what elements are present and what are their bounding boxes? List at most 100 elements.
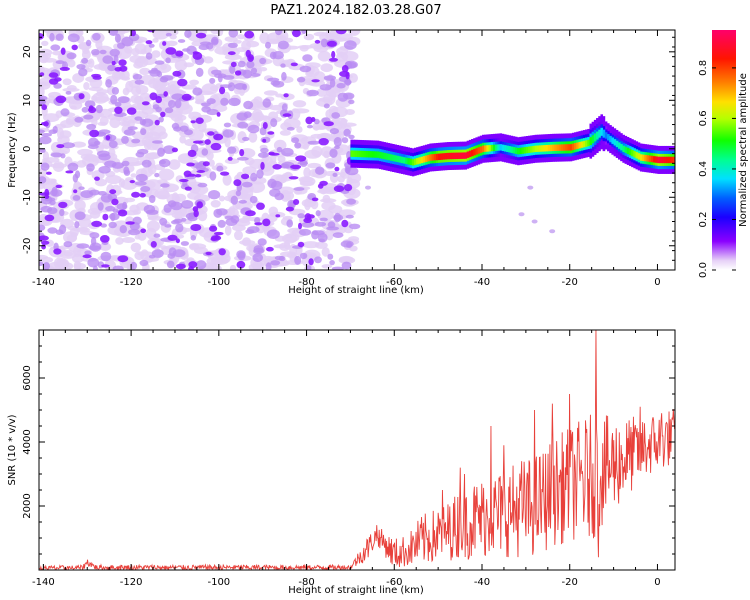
- noise-blob-mid: [80, 190, 94, 199]
- noise-blob-mid: [127, 126, 138, 131]
- noise-blob-mid: [81, 57, 89, 64]
- ridge-core-segment: [497, 144, 500, 151]
- ridge-core-segment: [536, 145, 540, 152]
- noise-speck: [518, 212, 525, 217]
- noise-blob-mid: [121, 160, 130, 167]
- ridge-core-segment: [628, 148, 632, 156]
- noise-blob-faint: [242, 166, 257, 175]
- noise-blob-strong: [109, 189, 117, 195]
- noise-blob-mid: [228, 30, 239, 38]
- noise-blob-faint: [99, 242, 112, 251]
- y-tick-label: 2000: [22, 493, 33, 518]
- noise-blob-strong: [114, 67, 122, 72]
- noise-blob-faint: [234, 230, 243, 241]
- noise-blob-mid: [63, 241, 73, 248]
- colorbar-tick-label: 0.0: [698, 262, 709, 278]
- noise-blob-faint: [346, 177, 353, 186]
- noise-blob-mid: [132, 73, 143, 80]
- noise-blob-strong: [305, 116, 313, 125]
- noise-blob-mid: [97, 202, 104, 211]
- noise-blob-faint: [321, 247, 330, 257]
- noise-blob-mid: [313, 118, 320, 125]
- noise-blob-mid: [92, 265, 98, 270]
- noise-blob-mid: [91, 49, 100, 56]
- noise-blob-faint: [130, 242, 142, 253]
- noise-blob-faint: [222, 173, 232, 186]
- ridge-core-segment: [418, 157, 421, 164]
- noise-blob-strong: [335, 30, 347, 35]
- noise-blob-mid: [74, 170, 81, 179]
- ridge-core-segment: [389, 154, 393, 161]
- noise-blob-strong: [41, 243, 46, 250]
- noise-blob-faint: [139, 56, 157, 66]
- noise-blob-mid: [227, 42, 238, 48]
- noise-blob-mid: [345, 214, 354, 219]
- noise-blob-faint: [43, 113, 60, 123]
- noise-blob-strong: [167, 234, 178, 241]
- noise-blob-faint: [237, 34, 245, 40]
- noise-blob-mid: [227, 146, 237, 154]
- ridge-core-segment: [442, 153, 446, 160]
- ridge-core-segment: [549, 144, 553, 152]
- noise-blob-mid: [76, 63, 86, 70]
- noise-blob-faint: [130, 173, 137, 178]
- ridge-core-segment: [396, 155, 400, 163]
- noise-blob-mid: [154, 60, 165, 65]
- noise-blob-mid: [112, 208, 119, 213]
- noise-blob-mid: [40, 205, 53, 213]
- noise-blob-faint: [290, 108, 301, 120]
- noise-blob-strong: [285, 206, 294, 212]
- noise-blob-strong: [190, 120, 196, 124]
- noise-blob-faint: [92, 92, 109, 104]
- noise-blob-strong: [290, 164, 302, 170]
- ridge-core-segment: [598, 129, 601, 138]
- noise-blob-mid: [173, 218, 183, 224]
- noise-blob-strong: [131, 191, 141, 198]
- noise-blob-faint: [168, 159, 181, 170]
- ridge-core-segment: [534, 145, 538, 152]
- noise-blob-mid: [331, 112, 341, 119]
- noise-blob-strong: [306, 214, 315, 219]
- noise-blob-strong: [204, 139, 211, 145]
- noise-blob-faint: [189, 243, 200, 251]
- x-tick-label: -100: [207, 577, 230, 588]
- noise-blob-strong: [262, 138, 267, 143]
- noise-blob-strong: [53, 248, 62, 255]
- ridge-core-segment: [383, 152, 386, 160]
- noise-blob-strong: [207, 131, 215, 136]
- noise-blob-faint: [160, 63, 167, 70]
- noise-blob-strong: [196, 170, 206, 173]
- noise-blob-faint: [137, 251, 155, 257]
- noise-blob-mid: [145, 52, 153, 60]
- noise-blob-strong: [89, 129, 100, 138]
- y-tick-label: 0: [22, 146, 33, 152]
- noise-blob-faint: [140, 48, 147, 55]
- x-tick-label: -140: [32, 277, 55, 288]
- noise-blob-faint: [239, 239, 256, 246]
- noise-blob-faint: [224, 36, 238, 42]
- x-tick-label: -60: [386, 577, 402, 588]
- noise-blob-mid: [139, 118, 146, 126]
- noise-blob-mid: [111, 87, 119, 95]
- noise-blob-faint: [329, 90, 337, 101]
- noise-blob-mid: [67, 33, 80, 43]
- noise-blob-faint: [229, 264, 237, 270]
- ridge-core-segment: [378, 151, 382, 159]
- noise-blob-strong: [256, 202, 265, 210]
- noise-blob-mid: [181, 217, 187, 222]
- noise-blob-faint: [41, 57, 57, 63]
- noise-blob-strong: [56, 144, 65, 149]
- ridge-core-segment: [653, 156, 656, 163]
- noise-blob-strong: [117, 255, 129, 263]
- noise-blob-mid: [228, 97, 241, 107]
- noise-blob-strong: [41, 104, 47, 111]
- noise-blob-faint: [40, 256, 54, 263]
- ridge-core-segment: [521, 147, 525, 154]
- noise-blob-faint: [115, 47, 132, 60]
- noise-blob-strong: [260, 161, 265, 170]
- noise-blob-faint: [121, 237, 136, 243]
- noise-blob-mid: [209, 171, 217, 181]
- noise-blob-mid: [163, 145, 176, 155]
- noise-blob-faint: [218, 195, 225, 202]
